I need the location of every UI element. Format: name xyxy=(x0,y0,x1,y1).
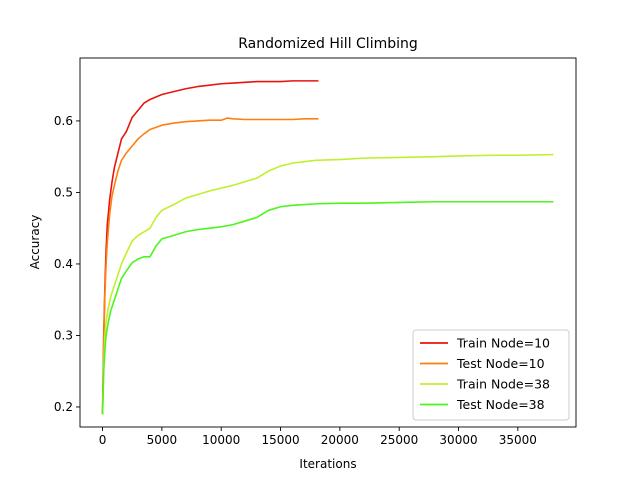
series-line-2 xyxy=(101,117,319,415)
plot-frame xyxy=(79,57,577,428)
x-tick-label: 25000 xyxy=(380,433,418,447)
x-tick-label: 10000 xyxy=(202,433,240,447)
chart-title: Randomized Hill Climbing xyxy=(238,36,418,52)
plot-area xyxy=(79,57,577,428)
y-axis: 0.2 0.3 0.4 0.5 0.6 xyxy=(54,114,80,414)
series-line-4 xyxy=(101,200,554,415)
x-tick-label: 5000 xyxy=(147,433,178,447)
x-axis-label: Iterations xyxy=(299,457,356,471)
y-axis-label: Accuracy xyxy=(28,215,42,270)
x-tick-label: 0 xyxy=(99,433,107,447)
y-tick-label: 0.4 xyxy=(54,257,73,271)
x-tick-label: 20000 xyxy=(321,433,359,447)
legend: Train Node=10 Test Node=10 Train Node=38 Te… xyxy=(412,329,570,421)
x-axis: 0 5000 10000 15000 20000 25000 30000 35000 xyxy=(99,427,537,447)
legend-label: Test Node=10 xyxy=(456,356,545,371)
y-tick-label: 0.5 xyxy=(54,185,73,199)
x-tick-label: 15000 xyxy=(261,433,299,447)
y-tick-label: 0.6 xyxy=(54,114,73,128)
series-line-1 xyxy=(101,80,319,415)
legend-box xyxy=(412,329,570,421)
legend-label: Test Node=38 xyxy=(456,397,545,412)
y-tick-label: 0.3 xyxy=(54,328,73,342)
legend-label: Train Node=10 xyxy=(456,336,550,351)
legend-label: Train Node=38 xyxy=(456,377,550,392)
x-tick-label: 30000 xyxy=(439,433,477,447)
y-tick-label: 0.2 xyxy=(54,400,73,414)
series-line-3 xyxy=(101,153,554,415)
x-tick-label: 35000 xyxy=(499,433,537,447)
